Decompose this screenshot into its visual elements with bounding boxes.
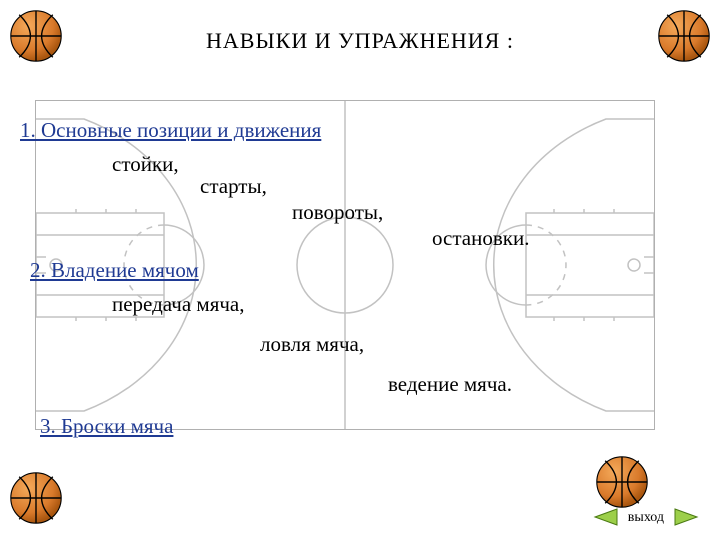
- item-stops: остановки.: [432, 226, 529, 251]
- item-dribbling: ведение мяча.: [388, 372, 512, 397]
- heading-3-link[interactable]: 3. Броски мяча: [40, 414, 173, 439]
- heading-1-link[interactable]: 1. Основные позиции и движения: [20, 118, 321, 143]
- basketball-icon: [8, 470, 64, 526]
- nav-controls: выход: [592, 506, 700, 528]
- heading-2-link[interactable]: 2. Владение мячом: [30, 258, 199, 283]
- slide: НАВЫКИ И УПРАЖНЕНИЯ :: [0, 0, 720, 540]
- item-starts: старты,: [200, 174, 267, 199]
- prev-button[interactable]: [592, 506, 620, 528]
- next-button[interactable]: [672, 506, 700, 528]
- basketball-icon: [594, 454, 650, 510]
- arrow-right-icon: [673, 507, 699, 527]
- item-turns: повороты,: [292, 200, 383, 225]
- exit-label[interactable]: выход: [628, 510, 664, 526]
- item-stances: стойки,: [112, 152, 179, 177]
- item-passing: передача мяча,: [112, 292, 244, 317]
- page-title: НАВЫКИ И УПРАЖНЕНИЯ :: [0, 28, 720, 54]
- arrow-left-icon: [593, 507, 619, 527]
- item-catching: ловля мяча,: [260, 332, 364, 357]
